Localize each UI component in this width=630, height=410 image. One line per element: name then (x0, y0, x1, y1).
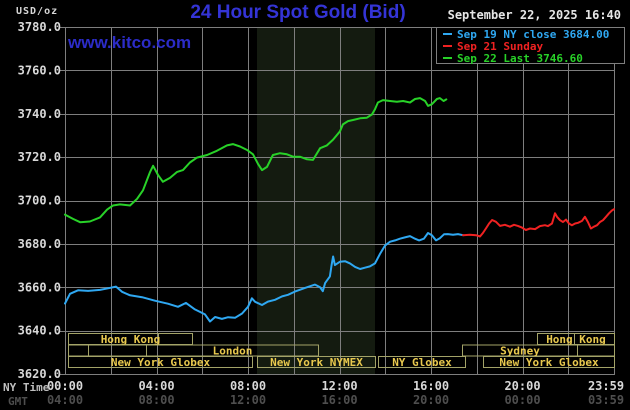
ny-time-axis-values: 00:00 04:00 08:00 12:00 16:00 20:00 23:59 (47, 379, 624, 393)
x-axis-label: 16:00 (413, 379, 449, 393)
datetime-label: September 22, 2025 16:40 (447, 8, 621, 22)
unit-label: USD/oz (16, 6, 59, 17)
sep19-line-swatch-icon (443, 32, 452, 35)
y-axis-label: 3720.0 (18, 150, 61, 164)
y-axis-label: 3680.0 (18, 237, 61, 251)
x-axis-label: 16:00 (321, 393, 357, 407)
y-axis-label: 3640.0 (18, 324, 61, 338)
x-axis-label: 23:59 (588, 379, 624, 393)
x-axis-label: 12:00 (321, 379, 357, 393)
sep22-line-swatch-icon (443, 56, 452, 59)
x-axis-label: 08:00 (138, 393, 174, 407)
legend-label-sep21: Sep 21 Sunday (457, 40, 544, 53)
legend-box: Sep 19 NY close 3684.00 Sep 21 Sunday Se… (436, 27, 625, 65)
session-box (88, 344, 147, 357)
kitco-watermark-link[interactable]: www.kitco.com (68, 33, 192, 52)
series-sep19-line (64, 232, 464, 323)
y-axis-label: 3660.0 (18, 280, 61, 294)
y-axis-label: 3780.0 (18, 20, 61, 34)
session-box (378, 356, 466, 368)
legend-row-sep22: Sep 22 Last 3746.60 (443, 53, 624, 65)
legend-label-sep19: Sep 19 NY close 3684.00 (457, 28, 610, 41)
session-label: New York Globex (499, 356, 599, 369)
x-axis-label: 03:59 (588, 393, 624, 407)
x-axis-label: 04:00 (47, 393, 83, 407)
session-box (257, 356, 376, 368)
nymex-highlight-band (256, 27, 375, 374)
session-box (68, 344, 89, 357)
x-axis-label: 00:00 (47, 379, 83, 393)
x-axis-label: 20:00 (413, 393, 449, 407)
ny-time-axis-label: NY Time (3, 381, 50, 394)
session-box (577, 344, 615, 357)
legend-label-sep22: Sep 22 Last 3746.60 (457, 52, 583, 65)
session-label: Hong Kong (546, 333, 606, 346)
y-axis-label: 3700.0 (18, 194, 61, 208)
legend-row-sep21: Sep 21 Sunday (443, 41, 624, 53)
session-box (68, 356, 253, 368)
plot-border (65, 27, 615, 375)
y-axis-label: 3760.0 (18, 63, 61, 77)
gmt-axis-values: 04:00 08:00 12:00 16:00 20:00 00:00 03:59 (47, 393, 624, 407)
session-label: New York NYMEX (270, 356, 363, 369)
page-title: 24 Hour Spot Gold (Bid) (190, 2, 406, 23)
session-label: Sydney (500, 345, 540, 358)
y-axis-label: 3740.0 (18, 107, 61, 121)
x-axis-label: 08:00 (230, 379, 266, 393)
session-label: Hong Kong (101, 333, 161, 346)
series-sep22-line (64, 97, 448, 224)
x-axis-label: 00:00 (504, 393, 540, 407)
x-axis-label: 04:00 (138, 379, 174, 393)
session-box (483, 356, 615, 368)
gmt-axis-label: GMT (8, 395, 28, 408)
legend-row-sep19: Sep 19 NY close 3684.00 (443, 29, 624, 41)
sep21-line-swatch-icon (443, 44, 452, 47)
series-sep21-line (462, 208, 615, 238)
session-label: London (213, 345, 253, 358)
x-axis-label: 20:00 (504, 379, 540, 393)
y-axis-labels: 3780.0 3760.0 3740.0 3720.0 3700.0 3680.0 3660… (18, 20, 61, 381)
x-axis-label: 12:00 (230, 393, 266, 407)
session-label: New York Globex (111, 356, 211, 369)
grid (60, 27, 615, 375)
session-label: NY Globex (392, 356, 452, 369)
y-axis-label: 3620.0 (18, 367, 61, 381)
